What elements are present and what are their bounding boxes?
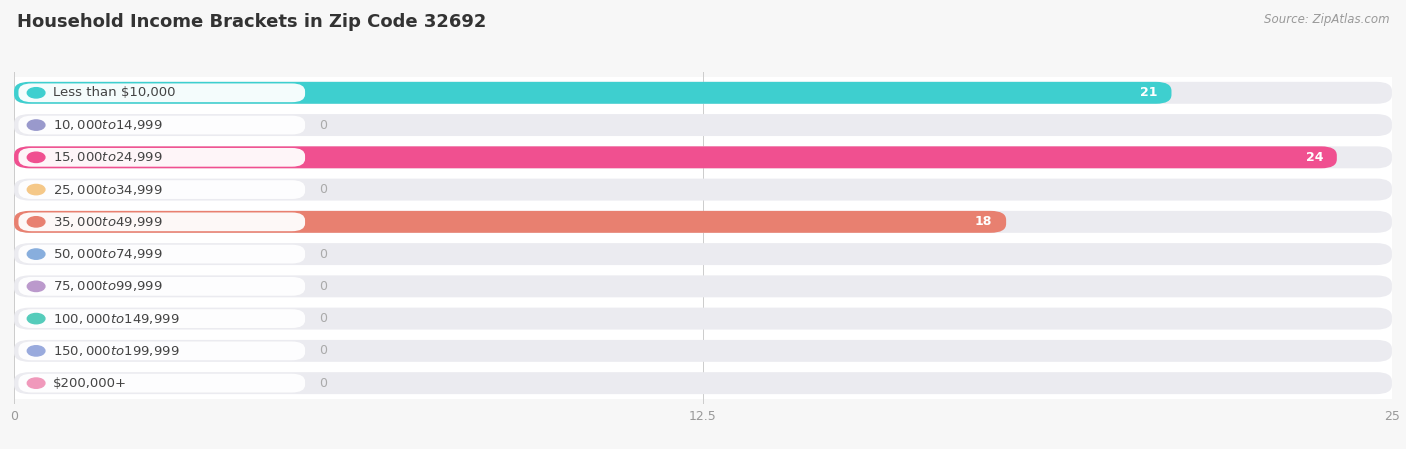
Text: 0: 0	[319, 183, 326, 196]
FancyBboxPatch shape	[14, 275, 1392, 297]
FancyBboxPatch shape	[18, 84, 305, 102]
Text: 0: 0	[319, 312, 326, 325]
Circle shape	[27, 249, 45, 259]
FancyBboxPatch shape	[18, 212, 305, 231]
FancyBboxPatch shape	[18, 116, 305, 134]
Text: $15,000 to $24,999: $15,000 to $24,999	[52, 150, 162, 164]
Text: 0: 0	[319, 119, 326, 132]
FancyBboxPatch shape	[14, 109, 1392, 141]
Text: 0: 0	[319, 247, 326, 260]
Text: $35,000 to $49,999: $35,000 to $49,999	[52, 215, 162, 229]
FancyBboxPatch shape	[18, 277, 305, 296]
FancyBboxPatch shape	[14, 82, 1171, 104]
FancyBboxPatch shape	[14, 367, 1392, 399]
Circle shape	[27, 281, 45, 291]
FancyBboxPatch shape	[14, 270, 1392, 303]
FancyBboxPatch shape	[18, 245, 305, 264]
FancyBboxPatch shape	[18, 148, 305, 167]
FancyBboxPatch shape	[14, 82, 1392, 104]
Circle shape	[27, 88, 45, 98]
Circle shape	[27, 378, 45, 388]
FancyBboxPatch shape	[14, 372, 1392, 394]
FancyBboxPatch shape	[14, 114, 1392, 136]
FancyBboxPatch shape	[14, 308, 1392, 330]
FancyBboxPatch shape	[14, 238, 1392, 270]
Text: $100,000 to $149,999: $100,000 to $149,999	[52, 312, 179, 326]
Text: 18: 18	[974, 216, 993, 229]
FancyBboxPatch shape	[18, 180, 305, 199]
Text: $25,000 to $34,999: $25,000 to $34,999	[52, 183, 162, 197]
Text: $200,000+: $200,000+	[52, 377, 127, 390]
FancyBboxPatch shape	[14, 146, 1392, 168]
FancyBboxPatch shape	[14, 146, 1337, 168]
Circle shape	[27, 185, 45, 195]
Circle shape	[27, 346, 45, 356]
Circle shape	[27, 152, 45, 163]
FancyBboxPatch shape	[14, 340, 1392, 362]
FancyBboxPatch shape	[14, 211, 1007, 233]
Text: 21: 21	[1140, 86, 1157, 99]
Text: 0: 0	[319, 280, 326, 293]
FancyBboxPatch shape	[14, 173, 1392, 206]
Text: 0: 0	[319, 344, 326, 357]
Text: Less than $10,000: Less than $10,000	[52, 86, 176, 99]
Circle shape	[27, 313, 45, 324]
FancyBboxPatch shape	[18, 374, 305, 392]
FancyBboxPatch shape	[18, 342, 305, 360]
FancyBboxPatch shape	[14, 206, 1392, 238]
FancyBboxPatch shape	[14, 243, 1392, 265]
Text: $50,000 to $74,999: $50,000 to $74,999	[52, 247, 162, 261]
FancyBboxPatch shape	[14, 303, 1392, 335]
Text: $150,000 to $199,999: $150,000 to $199,999	[52, 344, 179, 358]
Text: 24: 24	[1306, 151, 1323, 164]
Text: 0: 0	[319, 377, 326, 390]
Text: Source: ZipAtlas.com: Source: ZipAtlas.com	[1264, 13, 1389, 26]
Circle shape	[27, 217, 45, 227]
FancyBboxPatch shape	[14, 211, 1392, 233]
Text: Household Income Brackets in Zip Code 32692: Household Income Brackets in Zip Code 32…	[17, 13, 486, 31]
FancyBboxPatch shape	[14, 77, 1392, 109]
Text: $10,000 to $14,999: $10,000 to $14,999	[52, 118, 162, 132]
FancyBboxPatch shape	[14, 141, 1392, 173]
FancyBboxPatch shape	[14, 179, 1392, 201]
FancyBboxPatch shape	[14, 335, 1392, 367]
FancyBboxPatch shape	[18, 309, 305, 328]
Text: $75,000 to $99,999: $75,000 to $99,999	[52, 279, 162, 293]
Circle shape	[27, 120, 45, 130]
